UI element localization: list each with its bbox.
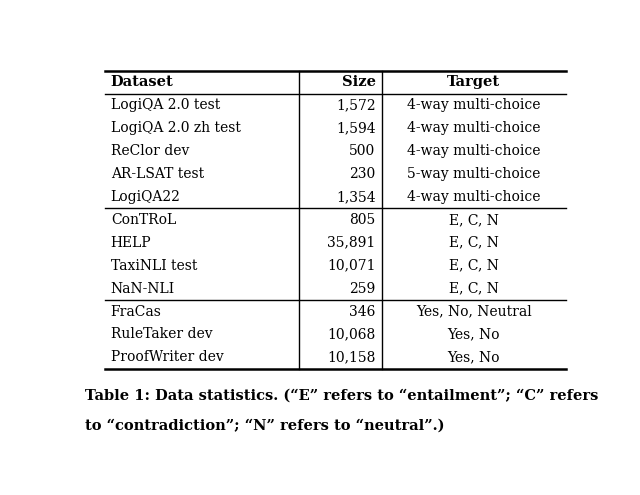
Text: 4-way multi-choice: 4-way multi-choice: [407, 121, 541, 135]
Text: HELP: HELP: [111, 236, 152, 250]
Text: 4-way multi-choice: 4-way multi-choice: [407, 190, 541, 204]
Text: to “contradiction”; “N” refers to “neutral”.): to “contradiction”; “N” refers to “neutr…: [85, 419, 444, 433]
Text: ProofWriter dev: ProofWriter dev: [111, 350, 223, 364]
Text: 346: 346: [349, 304, 376, 319]
Text: Size: Size: [342, 75, 376, 89]
Text: 10,071: 10,071: [327, 259, 376, 273]
Text: 35,891: 35,891: [328, 236, 376, 250]
Text: 4-way multi-choice: 4-way multi-choice: [407, 98, 541, 112]
Text: 1,594: 1,594: [336, 121, 376, 135]
Text: Table 1: Data statistics. (“E” refers to “entailment”; “C” refers: Table 1: Data statistics. (“E” refers to…: [85, 389, 598, 402]
Text: ConTRoL: ConTRoL: [111, 213, 176, 227]
Text: ReClor dev: ReClor dev: [111, 144, 189, 158]
Text: Yes, No, Neutral: Yes, No, Neutral: [416, 304, 532, 319]
Text: Yes, No: Yes, No: [447, 350, 500, 364]
Text: 500: 500: [349, 144, 376, 158]
Text: AR-LSAT test: AR-LSAT test: [111, 167, 204, 181]
Text: Target: Target: [447, 75, 500, 89]
Text: 259: 259: [349, 282, 376, 296]
Text: 10,158: 10,158: [327, 350, 376, 364]
Text: 1,572: 1,572: [336, 98, 376, 112]
Text: RuleTaker dev: RuleTaker dev: [111, 328, 212, 342]
Text: NaN-NLI: NaN-NLI: [111, 282, 175, 296]
Text: Yes, No: Yes, No: [447, 328, 500, 342]
Text: E, C, N: E, C, N: [449, 282, 499, 296]
Text: LogiQA22: LogiQA22: [111, 190, 180, 204]
Text: 230: 230: [349, 167, 376, 181]
Text: 805: 805: [349, 213, 376, 227]
Text: FraCas: FraCas: [111, 304, 162, 319]
Text: 5-way multi-choice: 5-way multi-choice: [407, 167, 541, 181]
Text: 4-way multi-choice: 4-way multi-choice: [407, 144, 541, 158]
Text: E, C, N: E, C, N: [449, 236, 499, 250]
Text: 1,354: 1,354: [336, 190, 376, 204]
Text: E, C, N: E, C, N: [449, 213, 499, 227]
Text: LogiQA 2.0 test: LogiQA 2.0 test: [111, 98, 220, 112]
Text: TaxiNLI test: TaxiNLI test: [111, 259, 197, 273]
Text: E, C, N: E, C, N: [449, 259, 499, 273]
Text: LogiQA 2.0 zh test: LogiQA 2.0 zh test: [111, 121, 241, 135]
Text: 10,068: 10,068: [328, 328, 376, 342]
Text: Dataset: Dataset: [111, 75, 173, 89]
